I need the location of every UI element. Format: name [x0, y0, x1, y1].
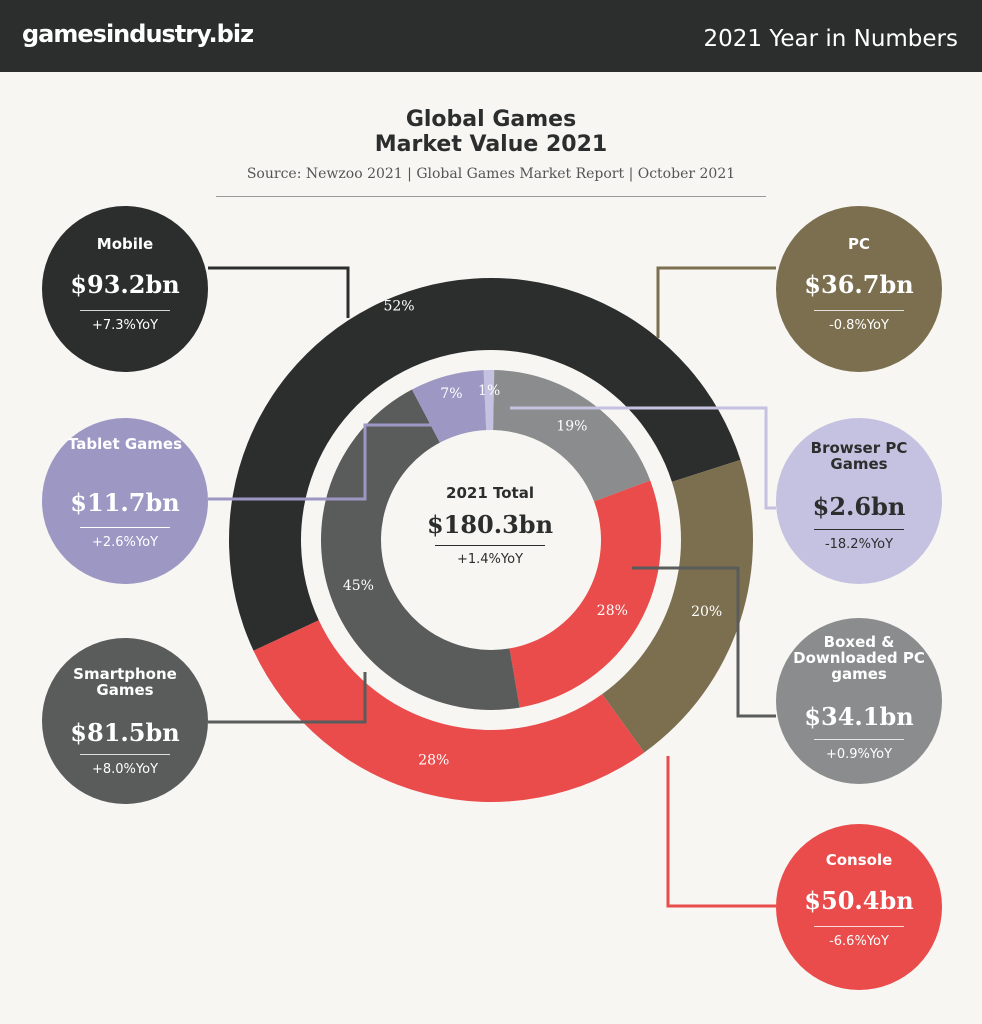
- console-value: $50.4bn: [804, 886, 914, 915]
- source-divider: [216, 196, 766, 197]
- browser-divider: [814, 529, 904, 530]
- mobile-label: Mobile: [96, 235, 154, 253]
- header-bar: gamesindustry.biz 2021 Year in Numbers: [0, 0, 982, 72]
- tablet-yoy: +2.6%YoY: [91, 535, 159, 550]
- browser-value: $2.6bn: [812, 492, 906, 521]
- slice-pc: [602, 459, 753, 753]
- boxed-value: $34.1bn: [804, 702, 914, 731]
- mobile-yoy: +7.3%YoY: [91, 318, 159, 333]
- chart-title-line2: Market Value 2021: [374, 132, 608, 157]
- slice-console: [253, 620, 645, 802]
- browser-connector: [510, 406, 776, 510]
- slice-label-tablet-games: 7%: [440, 386, 462, 402]
- slice-label-console: 28%: [418, 753, 449, 769]
- brand-logo: gamesindustry.biz: [22, 20, 254, 48]
- console-label: Console: [825, 851, 893, 869]
- pc-divider: [814, 310, 904, 311]
- tablet-divider: [80, 527, 170, 528]
- console-yoy: -6.6%YoY: [829, 934, 889, 949]
- boxed-label: Boxed & Downloaded PC games: [793, 633, 925, 683]
- slice-label-smartphone-games: 45%: [343, 578, 374, 594]
- mobile-value: $93.2bn: [70, 270, 180, 299]
- browser-badge: Browser PC Games $2.6bn -18.2%YoY: [776, 418, 942, 584]
- total-divider: [435, 545, 545, 546]
- slice-mobile: [229, 278, 741, 651]
- boxed-badge: Boxed & Downloaded PC games $34.1bn +0.9…: [776, 618, 942, 784]
- slice-console: [509, 480, 661, 708]
- slice-label-console: 28%: [597, 603, 628, 619]
- pc-badge: PC $36.7bn -0.8%YoY: [776, 206, 942, 372]
- pc-connector: [656, 266, 776, 338]
- total-center: 2021 Total $180.3bn +1.4%YoY: [390, 484, 590, 567]
- slice-label-pc: 20%: [691, 604, 722, 620]
- slice-label-browser-pc-games: 1%: [478, 383, 500, 399]
- pc-label: PC: [847, 235, 870, 253]
- console-badge: Console $50.4bn -6.6%YoY: [776, 824, 942, 990]
- source-note: Source: Newzoo 2021 | Global Games Marke…: [246, 166, 736, 182]
- total-label: 2021 Total: [446, 484, 534, 502]
- section-title: 2021 Year in Numbers: [703, 26, 958, 52]
- smartphone-label: Smartphone Games: [73, 665, 177, 699]
- smartphone-yoy: +8.0%YoY: [91, 762, 159, 777]
- mobile-connector: [208, 266, 350, 318]
- console-divider: [814, 926, 904, 927]
- smartphone-divider: [80, 754, 170, 755]
- total-value: $180.3bn: [426, 510, 554, 539]
- tablet-badge: Tablet Games $11.7bn +2.6%YoY: [42, 418, 208, 584]
- slice-smartphone-games: [321, 389, 520, 710]
- chart-title-line1: Global Games: [405, 107, 577, 132]
- mobile-badge: Mobile $93.2bn +7.3%YoY: [42, 206, 208, 372]
- pc-value: $36.7bn: [804, 270, 914, 299]
- smartphone-badge: Smartphone Games $81.5bn +8.0%YoY: [42, 638, 208, 804]
- tablet-connector: [208, 423, 452, 501]
- console-connector: [666, 756, 776, 908]
- boxed-connector: [632, 566, 776, 718]
- slice-label-boxed-downloaded-pc-games: 19%: [556, 419, 587, 435]
- pc-yoy: -0.8%YoY: [829, 318, 889, 333]
- smartphone-value: $81.5bn: [70, 718, 180, 747]
- total-yoy: +1.4%YoY: [456, 552, 524, 567]
- boxed-yoy: +0.9%YoY: [825, 747, 893, 762]
- slice-boxed-downloaded-pc-games: [493, 370, 651, 502]
- browser-yoy: -18.2%YoY: [824, 537, 894, 552]
- slice-label-mobile: 52%: [383, 298, 414, 314]
- mobile-divider: [80, 310, 170, 311]
- browser-label: Browser PC Games: [810, 439, 908, 473]
- tablet-label: Tablet Games: [67, 435, 183, 453]
- slice-browser-pc-games: [483, 370, 495, 431]
- boxed-divider: [814, 739, 904, 740]
- tablet-value: $11.7bn: [70, 488, 180, 517]
- smartphone-connector: [208, 672, 367, 724]
